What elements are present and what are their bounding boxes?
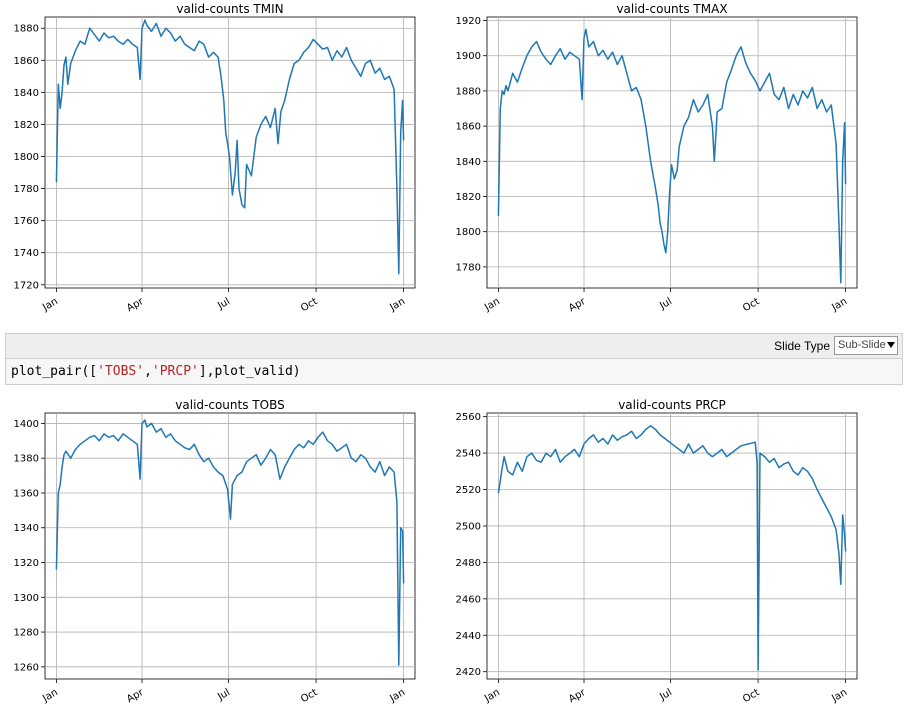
y-tick-label: 1820 (456, 192, 481, 203)
y-tick-label: 1260 (14, 662, 39, 673)
code-input[interactable]: plot_pair(['TOBS','PRCP'],plot_valid) (5, 358, 903, 385)
x-tick-label: Apr (125, 296, 146, 315)
y-tick-label: 1880 (456, 86, 481, 97)
x-tick-label: Jul (215, 296, 232, 312)
code-prefix: plot_pair([ (11, 364, 98, 379)
x-tick-label: Oct (741, 687, 762, 705)
chart-title: valid-counts TMAX (616, 2, 727, 16)
y-tick-label: 1280 (14, 628, 39, 639)
slide-type-value: Sub-Slide (838, 339, 886, 351)
y-tick-label: 1320 (14, 558, 39, 569)
y-tick-label: 1340 (14, 523, 39, 534)
y-tick-label: 1780 (14, 184, 39, 195)
y-tick-label: 1840 (456, 157, 481, 168)
y-tick-label: 1380 (14, 454, 39, 465)
slide-type-label: Slide Type (774, 339, 830, 353)
y-tick-label: 2520 (456, 485, 481, 496)
y-tick-label: 1400 (14, 419, 39, 430)
code-sep: , (144, 364, 152, 379)
chart-tmax: valid-counts TMAX 1780 1800 1820 1840 1860 188… (456, 2, 858, 315)
y-tick-label: 1800 (14, 152, 39, 163)
plot-frame (486, 16, 858, 289)
series-line (55, 419, 405, 666)
x-tick-label: Jul (657, 687, 674, 703)
y-tick-label: 2500 (456, 521, 481, 532)
y-tick-label: 2460 (456, 594, 481, 605)
series-line (55, 19, 405, 275)
y-tick-label: 1780 (456, 262, 481, 273)
x-tick-label: Jan (387, 296, 407, 314)
x-tick-label: Apr (567, 296, 588, 315)
chart-tmin: valid-counts TMIN 1720 1740 1760 1780 1800 182… (14, 2, 416, 315)
y-tick-label: 1800 (456, 227, 481, 238)
plot-frame (44, 16, 416, 289)
x-tick-label: Jan (482, 296, 502, 314)
y-tick-label: 2540 (456, 449, 481, 460)
x-tick-label: Jan (40, 687, 60, 705)
plot-frame (44, 412, 416, 680)
y-tick-label: 1920 (456, 16, 481, 27)
series-line (497, 28, 847, 284)
y-tick-label: 2420 (456, 667, 481, 678)
x-tick-label: Oct (299, 296, 320, 314)
y-tick-label: 1300 (14, 593, 39, 604)
plot-frame (486, 412, 858, 680)
y-tick-label: 2440 (456, 631, 481, 642)
y-tick-label: 1860 (14, 56, 39, 67)
y-tick-label: 1760 (14, 216, 39, 227)
y-tick-label: 1820 (14, 120, 39, 131)
code-arg-prcp: 'PRCP' (151, 364, 199, 379)
y-tick-label: 1880 (14, 24, 39, 35)
code-arg-tobs: 'TOBS' (97, 364, 145, 379)
chart-prcp: valid-counts PRCP 2420 2440 2460 2480 2500 252… (456, 398, 858, 706)
x-tick-label: Jul (215, 687, 232, 703)
x-tick-label: Jan (387, 687, 407, 705)
x-tick-label: Oct (299, 687, 320, 705)
x-tick-label: Apr (125, 687, 146, 706)
chart-title: valid-counts TMIN (176, 2, 283, 16)
dropdown-arrow-icon (887, 342, 895, 348)
chart-tobs: valid-counts TOBS 1260 1280 1300 1320 1340 136… (14, 398, 416, 706)
x-tick-label: Jul (657, 296, 674, 312)
x-tick-label: Oct (741, 296, 762, 314)
y-tick-label: 2480 (456, 558, 481, 569)
x-tick-label: Jan (829, 687, 849, 705)
y-tick-label: 2560 (456, 412, 481, 423)
x-tick-label: Jan (40, 296, 60, 314)
y-tick-label: 1900 (456, 51, 481, 62)
cell-toolbar: Slide Type Sub-Slide (5, 333, 903, 358)
y-tick-label: 1860 (456, 122, 481, 133)
slide-type-select[interactable]: Sub-Slide (834, 336, 898, 355)
x-tick-label: Apr (567, 687, 588, 706)
x-tick-label: Jan (482, 687, 502, 705)
series-line (497, 425, 847, 671)
y-tick-label: 1720 (14, 280, 39, 291)
x-tick-label: Jan (829, 296, 849, 314)
y-tick-label: 1360 (14, 488, 39, 499)
y-tick-label: 1740 (14, 248, 39, 259)
y-tick-label: 1840 (14, 88, 39, 99)
chart-title: valid-counts TOBS (175, 398, 284, 412)
chart-title: valid-counts PRCP (618, 398, 726, 412)
code-suffix: ],plot_valid) (198, 364, 301, 379)
